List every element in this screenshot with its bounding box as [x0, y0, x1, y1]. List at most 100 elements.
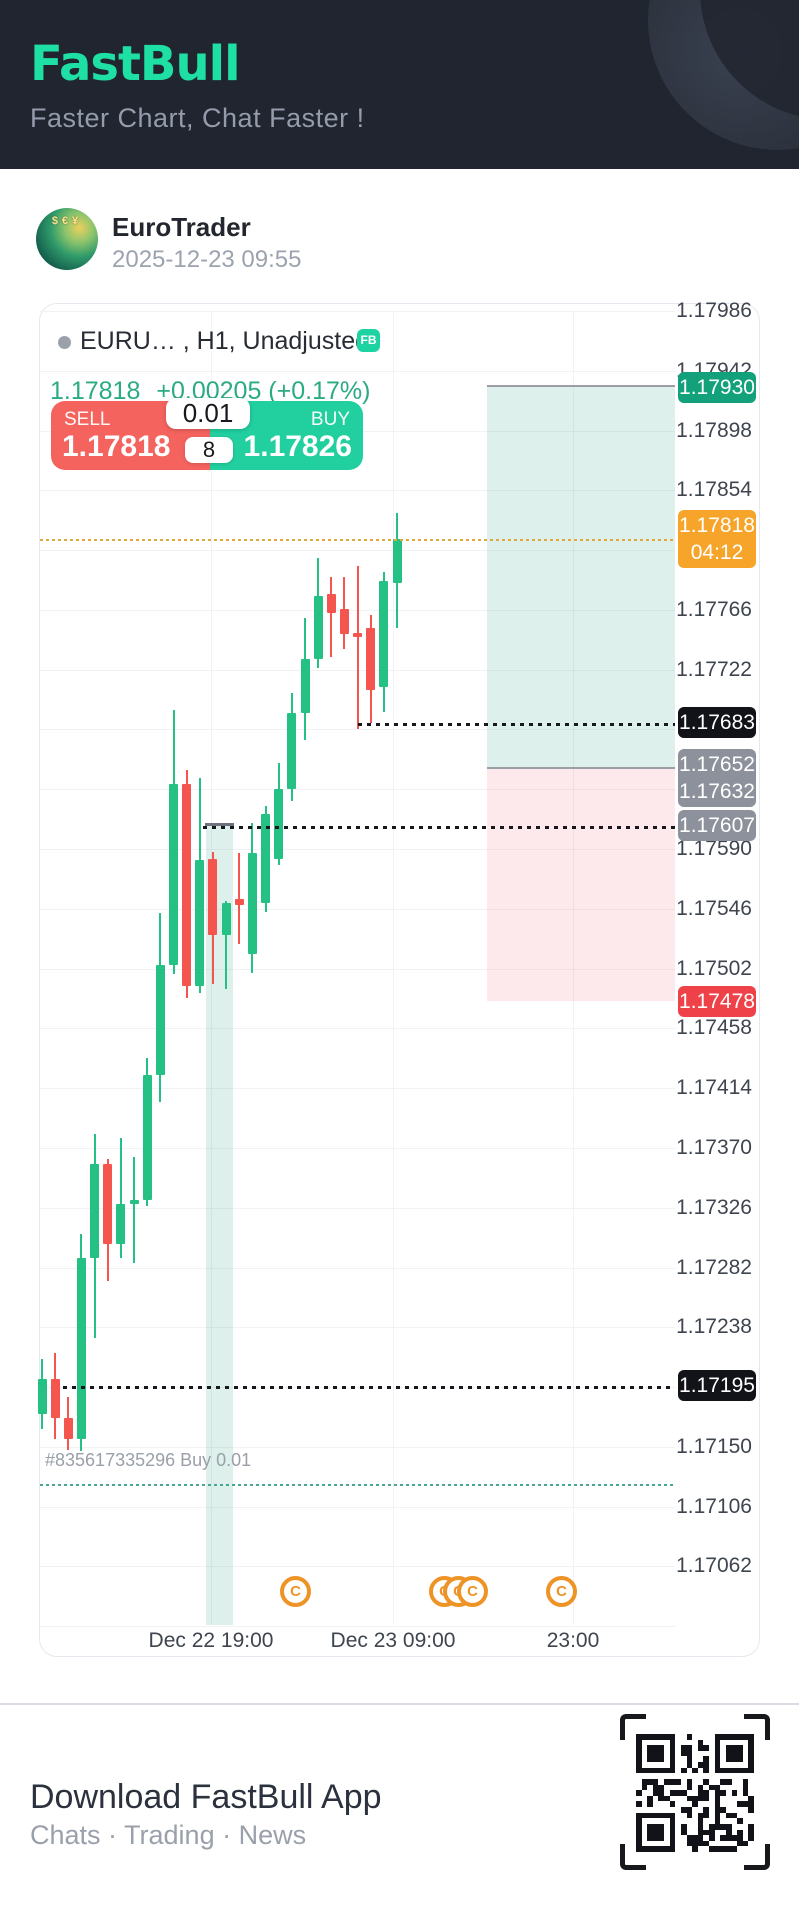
qr-module [703, 1778, 710, 1785]
qr-module [748, 1801, 754, 1808]
currency-globe-icon: $€¥ [51, 215, 83, 227]
gridline-h [40, 1327, 675, 1328]
qr-module [737, 1818, 743, 1824]
price-badge: 1.17652 1.17632 [678, 749, 756, 808]
candle [76, 1258, 86, 1439]
qr-module [692, 1846, 698, 1852]
qr-module [641, 1778, 648, 1785]
gridline-h [40, 1268, 675, 1269]
price-axis-label: 1.17722 [676, 657, 752, 681]
qr-module [686, 1778, 693, 1785]
qr-module [725, 1846, 732, 1852]
price-axis-label: 1.17766 [676, 597, 752, 621]
qr-module [636, 1801, 642, 1808]
qr-module [737, 1801, 743, 1808]
qr-module [697, 1829, 704, 1836]
qr-module [697, 1818, 704, 1824]
qr-module [686, 1756, 693, 1763]
sell-label: SELL [64, 409, 111, 430]
app-tagline: Faster Chart, Chat Faster ! [30, 103, 365, 133]
qr-module [742, 1790, 749, 1796]
price-badge-value: 1.17652 [679, 753, 755, 777]
qr-module [669, 1790, 676, 1796]
qr-module [697, 1790, 704, 1796]
lot-size-input[interactable]: 0.01 [166, 398, 250, 429]
gridline-h [40, 1208, 675, 1209]
qr-module [714, 1807, 721, 1813]
qr-module [692, 1801, 698, 1808]
price-badge: 1.17818 04:12 [678, 510, 756, 569]
price-axis-label: 1.17458 [676, 1016, 752, 1040]
qr-module [686, 1750, 693, 1757]
gridline-h [40, 1088, 675, 1089]
gridline-v [393, 311, 394, 1625]
qr-module [675, 1790, 681, 1796]
qr-module [748, 1795, 754, 1802]
price-axis-label: 1.17326 [676, 1195, 752, 1219]
sell-button[interactable]: SELL 1.17818 [51, 401, 210, 470]
entry-time-band [206, 825, 233, 1625]
qr-module [703, 1767, 710, 1774]
candle [50, 1378, 60, 1419]
price-axis-label: 1.17062 [676, 1554, 752, 1578]
qr-module [714, 1784, 721, 1791]
price-axis-label: 1.17106 [676, 1494, 752, 1518]
candle [129, 1199, 139, 1204]
copyright-watermark-icon: C [546, 1576, 577, 1607]
candle [208, 858, 218, 935]
qr-module [658, 1790, 665, 1796]
qr-module [692, 1835, 698, 1841]
price-axis-label: 1.17238 [676, 1315, 752, 1339]
qr-module [652, 1778, 659, 1785]
candle [103, 1164, 113, 1245]
qr-module [647, 1745, 665, 1763]
qr-module [686, 1745, 693, 1751]
qr-module [725, 1778, 732, 1785]
qr-module [658, 1795, 665, 1802]
candle [379, 581, 389, 688]
candle [37, 1378, 47, 1415]
qr-module [697, 1835, 704, 1841]
candle [116, 1203, 126, 1245]
candle [221, 903, 231, 935]
qr-module [697, 1840, 704, 1847]
qr-module [725, 1829, 732, 1836]
qr-module [703, 1745, 710, 1751]
qr-module [686, 1812, 693, 1819]
gridline-h [40, 371, 675, 372]
time-axis-label: Dec 22 19:00 [148, 1629, 274, 1652]
level-1-17607 [203, 826, 675, 829]
sell-price: 1.17818 [62, 430, 171, 463]
qr-module [709, 1829, 715, 1836]
current-price-line [40, 539, 675, 541]
username: EuroTrader [112, 212, 251, 242]
price-badge-value: 1.17818 [679, 514, 755, 538]
price-axis-label: 1.17282 [676, 1255, 752, 1279]
copyright-watermark-icon: C [457, 1576, 488, 1607]
candle [142, 1074, 152, 1200]
qr-module [720, 1778, 726, 1785]
price-axis-label: 1.17502 [676, 956, 752, 980]
qr-module [703, 1756, 710, 1763]
qr-module [680, 1823, 687, 1830]
entry-boundary-line [487, 766, 675, 769]
gridline-h [40, 1566, 675, 1567]
qr-module [709, 1784, 715, 1791]
candle [353, 633, 363, 638]
candle-wick [356, 566, 359, 730]
candle [247, 853, 257, 954]
price-axis-label: 1.17150 [676, 1434, 752, 1458]
footer-divider [0, 1703, 799, 1705]
candle [326, 593, 336, 613]
qr-module [731, 1835, 738, 1841]
avatar[interactable]: $€¥ [36, 208, 98, 270]
qr-module [720, 1846, 726, 1852]
buy-price: 1.17826 [243, 430, 352, 463]
open-position-label: #835617335296 Buy 0.01 [45, 1450, 252, 1470]
qr-module [680, 1745, 687, 1751]
qr-module [748, 1807, 754, 1813]
qr-module [647, 1778, 653, 1785]
instrument-status-dot-icon [58, 336, 71, 349]
qr-module [725, 1812, 732, 1819]
